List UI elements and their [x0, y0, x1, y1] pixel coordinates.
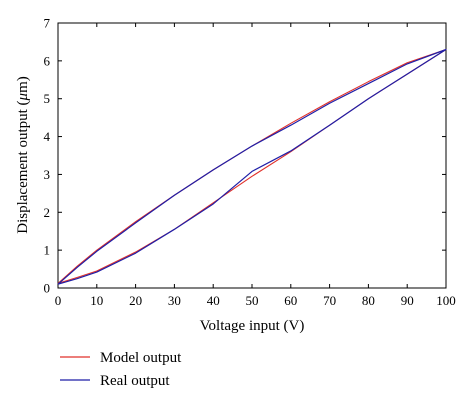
x-axis: 0 10 20 30 40 50 60 70 80 90 100 — [55, 23, 456, 308]
x-tick-label: 80 — [362, 293, 375, 308]
x-tick-label: 40 — [207, 293, 220, 308]
x-tick-label: 70 — [323, 293, 336, 308]
series-line-real-output — [57, 48, 447, 285]
y-tick-label: 6 — [44, 53, 51, 68]
x-tick-label: 10 — [90, 293, 103, 308]
x-tick-label: 90 — [401, 293, 414, 308]
x-tick-label: 50 — [246, 293, 259, 308]
x-tick-label: 30 — [168, 293, 181, 308]
x-tick-label: 0 — [55, 293, 62, 308]
legend: Model output Real output — [60, 350, 182, 389]
legend-label-model-output: Model output — [100, 350, 182, 366]
y-tick-label: 2 — [44, 205, 51, 220]
y-tick-label: 0 — [44, 281, 51, 296]
plot-frame — [57, 22, 447, 289]
series-layer — [57, 48, 447, 285]
y-axis-title: Displacement output (μm) — [15, 76, 31, 234]
y-tick-label: 3 — [44, 167, 51, 182]
series-line-model-output — [57, 48, 447, 284]
y-tick-label: 7 — [44, 16, 51, 31]
y-tick-label: 4 — [44, 129, 51, 144]
x-tick-label: 100 — [436, 293, 456, 308]
y-axis: 0 1 2 3 4 5 6 7 — [44, 16, 446, 296]
y-tick-label: 5 — [44, 91, 51, 106]
legend-label-real-output: Real output — [100, 373, 170, 389]
x-tick-label: 20 — [129, 293, 142, 308]
x-axis-title: Voltage input (V) — [200, 318, 305, 334]
y-tick-label: 1 — [44, 243, 51, 258]
x-tick-label: 60 — [284, 293, 297, 308]
